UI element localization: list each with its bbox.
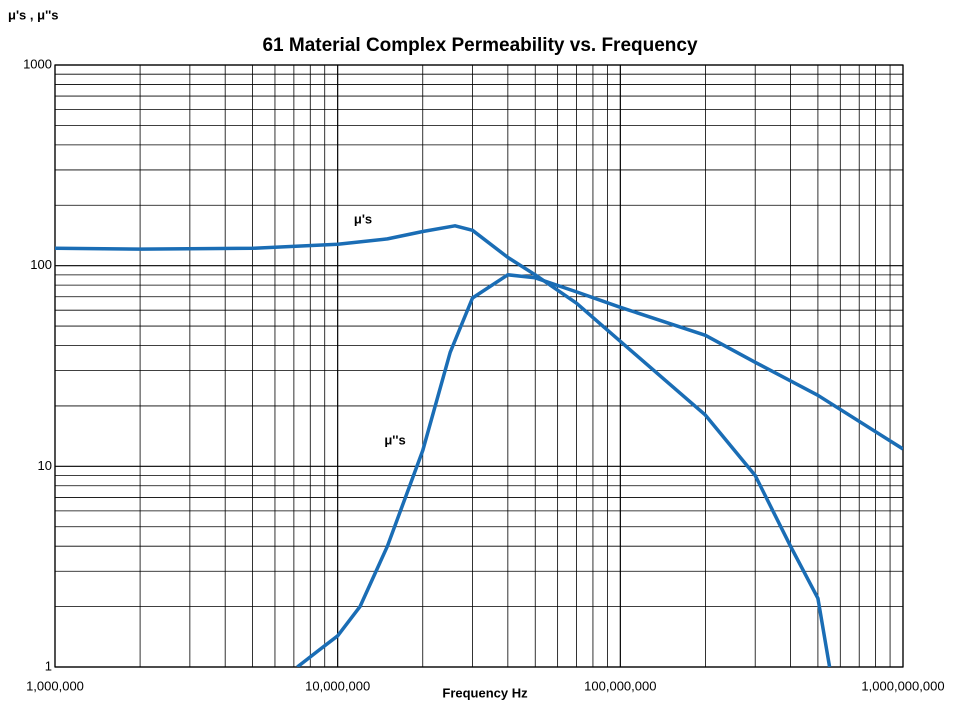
x-tick-label: 10,000,000 (305, 678, 370, 693)
chart-title: 61 Material Complex Permeability vs. Fre… (262, 35, 698, 56)
series-line (296, 273, 903, 667)
series-line (55, 224, 832, 667)
x-tick-label: 1,000,000,000 (861, 678, 944, 693)
series-label: μ''s (384, 432, 405, 447)
y-tick-label: 1 (45, 658, 52, 673)
plot-border (54, 64, 904, 668)
x-axis-label: Frequency Hz (442, 685, 528, 700)
series-label: μ's (354, 211, 372, 226)
x-tick-label: 1,000,000 (26, 678, 84, 693)
x-tick-label: 100,000,000 (584, 678, 656, 693)
y-tick-label: 100 (30, 257, 52, 272)
y-axis-label: μ's , μ''s (8, 7, 58, 22)
y-tick-label: 1000 (23, 56, 52, 71)
y-tick-label: 10 (38, 458, 52, 473)
